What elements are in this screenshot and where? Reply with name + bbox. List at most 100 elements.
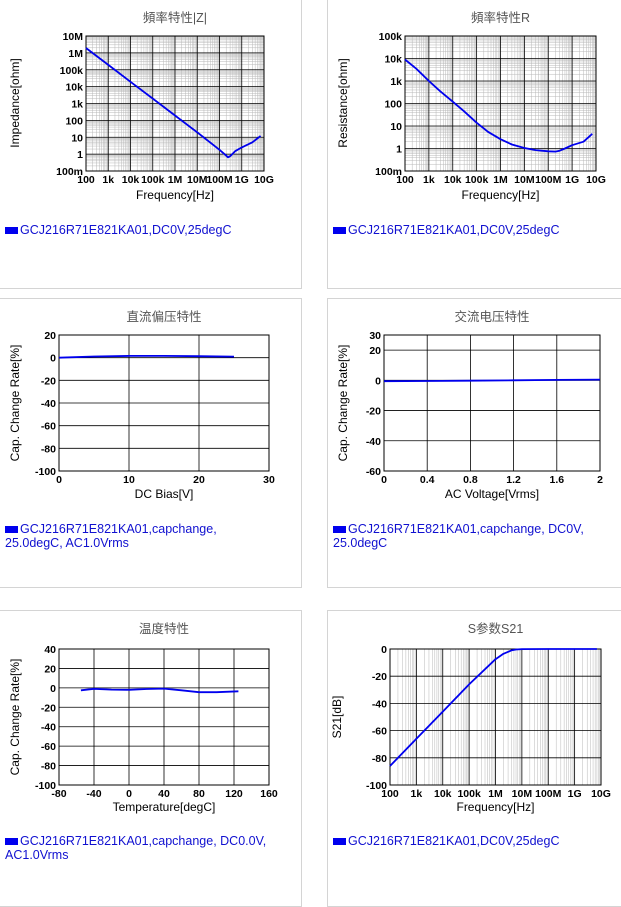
x-tick-label: 100k bbox=[465, 174, 489, 186]
y-tick-label: -20 bbox=[372, 671, 387, 683]
y-tick-label: 20 bbox=[44, 663, 56, 675]
chart-panel-impedance: 100 1k 10k 100k 1M 10M 100M 1G 10G 100m 1 10 100 1k 10… bbox=[0, 0, 302, 289]
x-axis-label: DC Bias[V] bbox=[135, 487, 194, 501]
x-tick-label: 10M bbox=[512, 788, 533, 800]
legend-swatch bbox=[5, 526, 18, 533]
x-tick-label: 1.2 bbox=[506, 474, 521, 486]
y-tick-label: 10 bbox=[71, 132, 83, 144]
x-axis-label: Temperature[degC] bbox=[113, 800, 216, 814]
y-tick-label: 0 bbox=[50, 683, 56, 695]
y-axis-label: Cap. Change Rate[%] bbox=[336, 345, 350, 462]
y-tick-label: -80 bbox=[372, 753, 387, 765]
legend-text: GCJ216R71E821KA01,DC0V,25degC bbox=[348, 834, 560, 848]
x-tick-label: 0.4 bbox=[420, 474, 435, 486]
y-tick-label: 100m bbox=[56, 166, 83, 178]
legend-swatch bbox=[333, 526, 346, 533]
plot-frame bbox=[85, 35, 265, 172]
legend-text: GCJ216R71E821KA01,capchange, DC0.0V, AC1… bbox=[5, 834, 267, 862]
x-tick-label: 10k bbox=[434, 788, 452, 800]
y-axis-label: Cap. Change Rate[%] bbox=[8, 659, 22, 776]
x-tick-label: 0 bbox=[56, 474, 62, 486]
y-tick-label: 20 bbox=[369, 345, 381, 357]
y-tick-label: 1k bbox=[71, 99, 83, 111]
y-tick-label: -60 bbox=[366, 466, 381, 478]
chart-panel-temperature: -80 -40 0 40 80 120 160 40 20 0 -20 -40 -60 -80 -100 温度… bbox=[0, 610, 302, 907]
y-tick-label: -100 bbox=[366, 780, 387, 792]
y-tick-label: 10 bbox=[390, 121, 402, 133]
x-tick-label: -40 bbox=[86, 788, 101, 800]
y-tick-label: -60 bbox=[372, 726, 387, 738]
x-tick-label: 1M bbox=[493, 174, 508, 186]
legend-text: GCJ216R71E821KA01,DC0V,25degC bbox=[348, 223, 560, 237]
chart-panel-s21: 100 1k 10k 100k 1M 10M 100M 1G 10G 0 -20 -40 -60 -80 -… bbox=[327, 610, 621, 907]
y-tick-label: 100 bbox=[65, 115, 83, 127]
x-tick-label: 10G bbox=[254, 174, 274, 186]
x-tick-label: 0 bbox=[381, 474, 387, 486]
x-tick-label: 100k bbox=[457, 788, 481, 800]
y-tick-label: 40 bbox=[44, 644, 56, 656]
x-tick-label: 1k bbox=[102, 174, 114, 186]
x-tick-label: 1.6 bbox=[549, 474, 564, 486]
chart-svg-ac-voltage: 0 0.4 0.8 1.2 1.6 2 30 20 0 -20 -40 -60 交流电压特性 AC Vol… bbox=[336, 309, 603, 501]
series-line bbox=[85, 47, 262, 159]
chart-title: 交流电压特性 bbox=[454, 309, 529, 324]
y-tick-label: 1 bbox=[77, 149, 83, 161]
x-tick-label: 40 bbox=[158, 788, 170, 800]
series-line bbox=[404, 58, 593, 153]
legend-text: GCJ216R71E821KA01,capchange, DC0V, 25.0d… bbox=[333, 522, 584, 550]
series-line bbox=[80, 687, 239, 694]
legend-swatch bbox=[5, 838, 18, 845]
y-tick-label: -100 bbox=[35, 780, 56, 792]
y-tick-label: 100k bbox=[379, 31, 403, 43]
minor-grid bbox=[397, 649, 601, 785]
chart-panel-ac-voltage: 0 0.4 0.8 1.2 1.6 2 30 20 0 -20 -40 -60 交流电压特性 AC Vol… bbox=[327, 298, 621, 588]
y-tick-label: 100k bbox=[60, 65, 84, 77]
y-axis-label: Resistance[ohm] bbox=[336, 58, 350, 147]
x-axis-label: AC Voltage[Vrms] bbox=[445, 487, 539, 501]
y-tick-label: 0 bbox=[375, 375, 381, 387]
y-tick-label: -40 bbox=[366, 436, 381, 448]
chart-title: 直流偏压特性 bbox=[126, 309, 201, 324]
chart-title: 温度特性 bbox=[139, 621, 189, 636]
x-tick-label: 100 bbox=[396, 174, 414, 186]
x-tick-label: 100M bbox=[535, 788, 562, 800]
y-tick-label: 10k bbox=[384, 54, 402, 66]
x-tick-label: 10G bbox=[591, 788, 611, 800]
x-tick-label: 1G bbox=[235, 174, 249, 186]
plot-frame bbox=[404, 35, 597, 172]
legend-swatch bbox=[5, 227, 18, 234]
legend-swatch bbox=[333, 227, 346, 234]
series-line bbox=[383, 378, 601, 383]
y-axis-label: Cap. Change Rate[%] bbox=[8, 345, 22, 462]
chart-title: 頻率特性|Z| bbox=[143, 10, 207, 25]
y-tick-label: -60 bbox=[41, 741, 56, 753]
x-tick-label: 1M bbox=[168, 174, 183, 186]
legend-dc-bias: GCJ216R71E821KA01,capchange, 25.0degC, A… bbox=[5, 522, 245, 550]
x-tick-label: 1G bbox=[568, 788, 582, 800]
x-tick-label: 1k bbox=[423, 174, 435, 186]
legend-text: GCJ216R71E821KA01,DC0V,25degC bbox=[20, 223, 232, 237]
x-tick-label: 160 bbox=[260, 788, 278, 800]
x-tick-label: -80 bbox=[51, 788, 66, 800]
plot-frame bbox=[389, 648, 602, 786]
y-tick-label: 0 bbox=[381, 644, 387, 656]
y-tick-label: 1M bbox=[68, 48, 83, 60]
x-axis-label: Frequency[Hz] bbox=[456, 800, 534, 814]
x-tick-label: 120 bbox=[225, 788, 243, 800]
x-tick-label: 100 bbox=[77, 174, 95, 186]
x-axis-label: Frequency[Hz] bbox=[136, 188, 214, 202]
y-tick-label: 100 bbox=[384, 99, 402, 111]
legend-swatch bbox=[333, 838, 346, 845]
legend-text: GCJ216R71E821KA01,capchange, 25.0degC, A… bbox=[5, 522, 217, 550]
x-tick-label: 1G bbox=[565, 174, 579, 186]
x-axis-label: Frequency[Hz] bbox=[461, 188, 539, 202]
chart-svg-s21: 100 1k 10k 100k 1M 10M 100M 1G 10G 0 -20 -40 -60 -80 -… bbox=[330, 621, 611, 814]
x-tick-label: 10 bbox=[123, 474, 135, 486]
x-tick-label: 0.8 bbox=[463, 474, 478, 486]
y-tick-label: 10k bbox=[65, 82, 83, 94]
y-tick-label: -100 bbox=[35, 466, 56, 478]
chart-svg-temperature: -80 -40 0 40 80 120 16040200-20-40-60-80-100温度… bbox=[8, 621, 278, 814]
plot-frame bbox=[383, 334, 601, 472]
chart-panel-resistance: 100 1k 10k 100k 1M 10M 100M 1G 10G 100m 1 10 100 1k 10… bbox=[327, 0, 621, 289]
